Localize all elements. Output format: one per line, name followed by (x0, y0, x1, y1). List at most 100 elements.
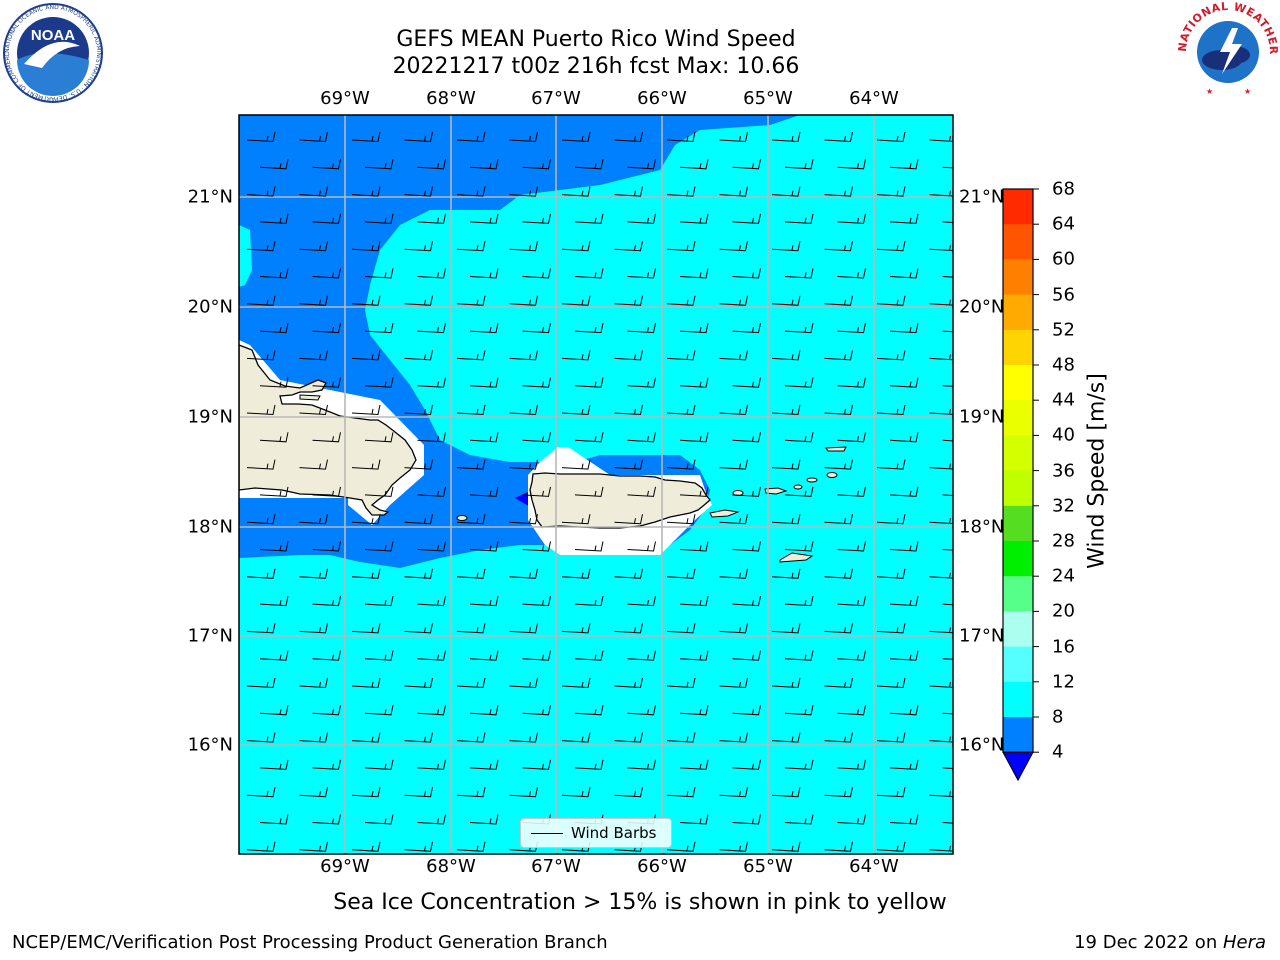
wind-barb (824, 295, 853, 306)
wind-barb (509, 677, 538, 689)
wind-barbs (246, 131, 953, 852)
wind-barb (246, 787, 276, 798)
wind-barb (771, 514, 801, 525)
wind-barb-legend-line (531, 832, 563, 834)
wind-barb (574, 650, 604, 661)
wind-barb (876, 241, 906, 252)
wind-barb (679, 759, 709, 770)
wind-barb (784, 486, 814, 497)
wind-barb (889, 705, 919, 716)
wind-barb (784, 322, 814, 334)
wind-barb (246, 241, 276, 252)
wind-barb (561, 677, 591, 689)
wind-barb (259, 814, 289, 825)
wind-barb (259, 268, 289, 279)
colorbar-segment (1003, 189, 1033, 225)
colorbar-tick-label: 52 (1052, 319, 1075, 341)
colorbar-segment (1003, 681, 1033, 718)
wind-barb (246, 623, 276, 634)
colorbar-tick-label: 32 (1052, 495, 1075, 517)
wind-barb (561, 787, 591, 798)
wind-barb (574, 759, 604, 770)
graticule (239, 115, 953, 854)
colorbar-segment (1003, 259, 1033, 296)
wind-barb (942, 603, 953, 606)
colorbar-tick-label: 12 (1052, 671, 1075, 693)
wind-barb (719, 841, 748, 852)
wind-barb (469, 541, 499, 552)
wind-barb (522, 432, 551, 443)
wind-barb (719, 186, 748, 197)
wind-barb (312, 213, 341, 224)
wind-barb (771, 568, 801, 579)
wind-barb (259, 650, 289, 661)
wind-barb (364, 377, 394, 388)
wind-barb (259, 486, 289, 497)
wind-barb (417, 814, 446, 825)
wind-barb (312, 814, 341, 825)
lon-label-top: 69°W (320, 88, 370, 109)
wind-barb (666, 459, 696, 470)
wind-barb (351, 404, 381, 416)
wind-barb (509, 186, 538, 197)
wind-barb (561, 459, 591, 470)
wind-barb (942, 494, 953, 497)
wind-barb (404, 350, 433, 361)
wind-barb (522, 759, 551, 770)
lat-label-right: 18°N (959, 516, 1005, 538)
wind-barb (719, 677, 748, 689)
wind-barb (561, 241, 591, 252)
lon-label-top: 65°W (743, 88, 793, 109)
wind-barb (614, 404, 643, 416)
wind-barb (771, 459, 801, 470)
wind-barb (561, 623, 591, 634)
wind-barb (719, 459, 748, 470)
wind-barb (509, 514, 538, 525)
wind-barb (889, 486, 919, 497)
wind-barb (876, 186, 906, 197)
wind-barb (666, 404, 696, 416)
puerto-rico-land (529, 472, 711, 529)
wind-barb (246, 186, 276, 197)
wind-barb (666, 295, 696, 306)
wind-barb (627, 759, 656, 770)
wind-barb (299, 568, 328, 579)
wind-barb (837, 814, 866, 825)
wind-barb (351, 241, 381, 252)
colorbar-segment (1003, 611, 1033, 648)
map-frame (238, 114, 954, 855)
wind-barb (837, 377, 866, 388)
wind-barb (719, 241, 748, 252)
wind-barb (784, 268, 814, 279)
wind-barb (351, 514, 381, 525)
wind-barb (679, 377, 709, 388)
wind-barb (942, 330, 953, 333)
wind-barb (299, 404, 328, 416)
wind-barb (364, 486, 394, 497)
wind-barb (666, 732, 696, 743)
wind-barb (614, 623, 643, 634)
wind-barb (889, 650, 919, 661)
wind-barb (509, 568, 538, 579)
wind-barb (299, 295, 328, 306)
wind-barb (404, 404, 433, 416)
colorbar-tick-label: 8 (1052, 706, 1064, 728)
wind-barb (719, 732, 748, 743)
map-title: GEFS MEAN Puerto Rico Wind Speed (396, 27, 796, 52)
wind-barb (259, 595, 289, 607)
wind-barb (351, 787, 381, 798)
wind-barb (719, 623, 748, 634)
colorbar-segment (1003, 224, 1033, 260)
wind-barb (719, 514, 748, 525)
wind-barb (299, 186, 328, 197)
wind-barb (784, 705, 814, 716)
colorbar-tick-label: 20 (1052, 600, 1075, 622)
wind-barb (417, 213, 446, 224)
wind-barb (364, 159, 394, 170)
noaa-logo: NATIONAL OCEANIC AND ATMOSPHERIC ADMINIS… (0, 0, 104, 108)
lon-label-top: 64°W (849, 88, 899, 109)
wind-barb (784, 759, 814, 770)
wind-barb (666, 841, 696, 852)
colorbar-segment (1003, 329, 1033, 366)
wind-barb (246, 732, 276, 743)
